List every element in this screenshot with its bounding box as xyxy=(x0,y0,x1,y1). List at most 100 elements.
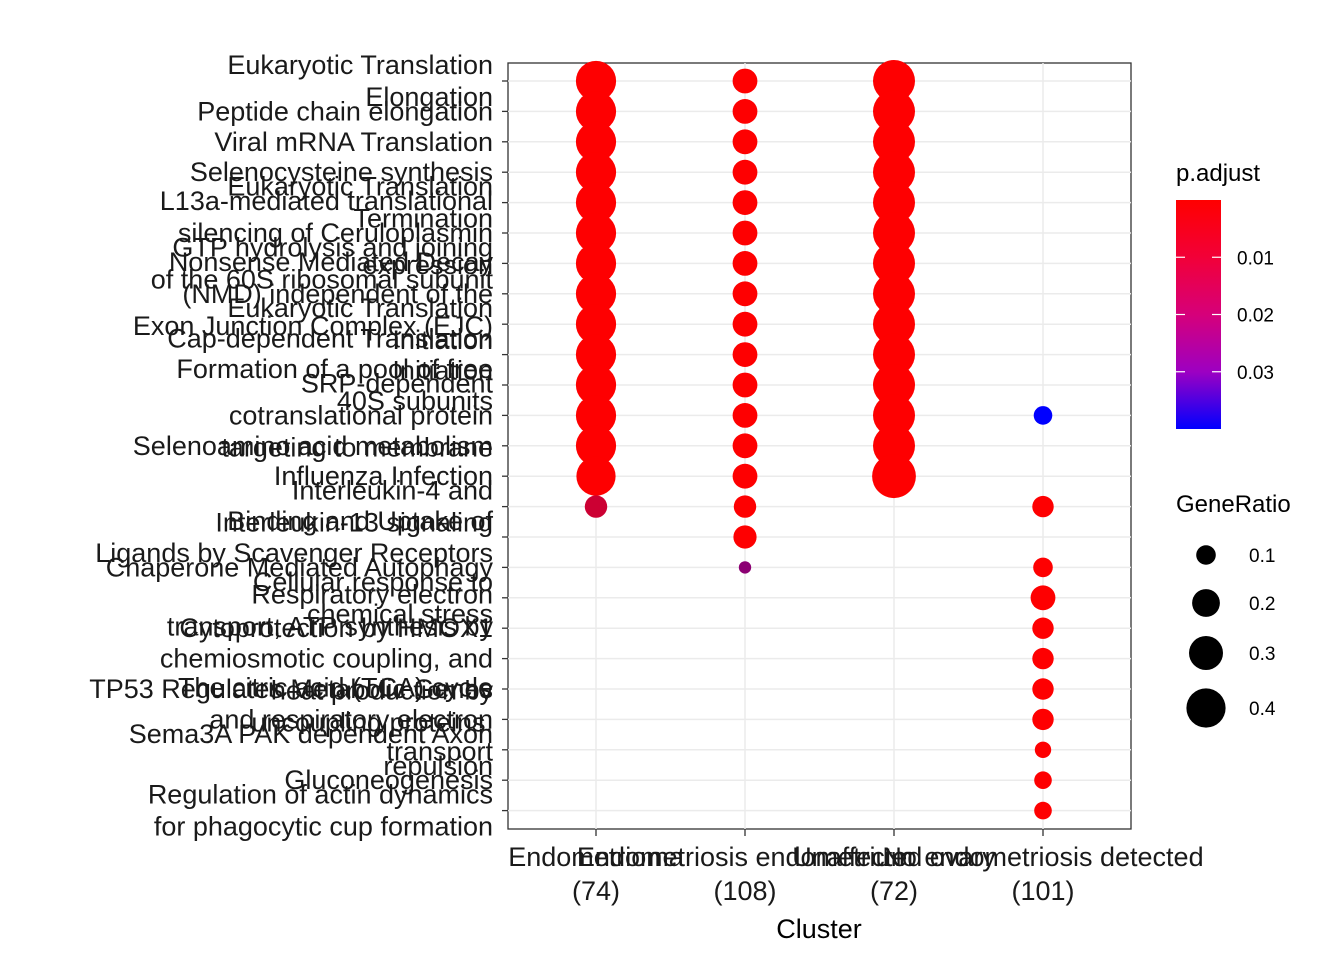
data-point xyxy=(732,342,758,367)
data-point xyxy=(575,425,617,466)
data-point xyxy=(575,273,617,314)
data-point xyxy=(732,251,758,276)
x-tick-label: No endometriosis detected xyxy=(882,842,1203,872)
data-point xyxy=(873,242,915,285)
data-point xyxy=(584,495,608,518)
x-axis-title: Cluster xyxy=(776,914,862,944)
data-point xyxy=(1034,771,1052,789)
y-tick-label: Nonsense Mediated Decay xyxy=(169,247,494,277)
y-tick-label: repulsion xyxy=(383,751,493,781)
data-point xyxy=(873,424,915,467)
data-point xyxy=(575,334,617,375)
data-point xyxy=(575,91,617,132)
data-point xyxy=(732,403,758,428)
y-tick-label: Respiratory electron xyxy=(251,580,493,610)
y-tick-label: Binding and Uptake of xyxy=(227,506,493,536)
y-tick-label: Selenocysteine synthesis xyxy=(190,157,493,187)
data-point xyxy=(872,454,916,499)
data-point xyxy=(873,181,915,224)
color-legend-label: 0.02 xyxy=(1237,306,1274,327)
x-tick-label: (74) xyxy=(572,876,620,906)
data-point xyxy=(1032,495,1054,518)
size-legend-key xyxy=(1192,589,1220,617)
data-point xyxy=(873,120,915,163)
data-point xyxy=(575,121,617,162)
x-tick-label: Endometrioma xyxy=(508,842,685,872)
data-point xyxy=(733,525,757,549)
data-point xyxy=(575,364,617,406)
y-tick-label: Formation of a pool of free xyxy=(176,354,493,384)
y-tick-label: Influenza Infection xyxy=(274,461,493,491)
color-legend-label: 0.01 xyxy=(1237,248,1274,269)
y-tick-label: transport, ATP synthesis by xyxy=(167,612,494,642)
data-point xyxy=(733,495,757,518)
x-axis-ticks: Endometrioma (74) Endometriosis endometriu… xyxy=(508,829,1204,906)
color-legend-title: p.adjust xyxy=(1176,160,1260,187)
size-legend-label: 0.3 xyxy=(1249,644,1275,665)
data-point xyxy=(575,60,617,102)
y-tick-label: 40S subunits xyxy=(337,386,493,416)
data-point xyxy=(732,220,758,246)
data-point xyxy=(732,159,758,185)
y-tick-label: Cytoprotection by HMOX1 xyxy=(179,613,493,643)
size-legend: GeneRatio 0.1 0.2 0.3 0.4 xyxy=(1176,491,1291,728)
data-point xyxy=(738,561,752,574)
y-tick-label: Regulation of actin dynamics xyxy=(148,780,493,810)
data-point xyxy=(873,60,915,102)
data-point xyxy=(576,456,616,496)
y-tick-label: Initiation xyxy=(392,356,493,386)
y-tick-label: uncoupling proteins. xyxy=(251,708,493,738)
y-tick-label: SRP-dependent xyxy=(301,368,494,398)
data-point xyxy=(1032,617,1054,639)
data-point xyxy=(1030,585,1056,611)
y-tick-label: Eukaryotic Translation xyxy=(227,293,493,323)
x-tick-label: (101) xyxy=(1011,876,1074,906)
data-point xyxy=(1033,406,1053,425)
size-legend-label: 0.4 xyxy=(1249,699,1276,720)
y-tick-label: Cellular response to xyxy=(253,567,493,597)
y-tick-label: chemiosmotic coupling, and xyxy=(160,644,493,674)
data-point xyxy=(873,364,915,406)
data-point xyxy=(732,433,758,459)
data-point xyxy=(1032,708,1054,731)
data-point xyxy=(575,243,617,284)
data-point xyxy=(873,272,915,315)
data-point xyxy=(732,190,758,216)
data-point xyxy=(732,281,758,307)
size-legend-title: GeneRatio xyxy=(1176,491,1291,518)
data-point xyxy=(873,151,915,194)
y-tick-label: Interleukin-13 signaling xyxy=(215,508,493,538)
y-tick-label: targeting to membrane xyxy=(221,432,493,462)
y-tick-label: TP53 Regulates Metabolic Genes xyxy=(89,674,493,704)
y-tick-label: Cap-dependent Translation xyxy=(167,324,493,354)
color-legend: p.adjust 0.01 0.02 0.03 xyxy=(1176,160,1274,429)
data-point xyxy=(1032,647,1054,670)
y-tick-label: heat production by xyxy=(271,676,494,706)
data-point xyxy=(873,394,915,437)
y-tick-label: silencing of Ceruloplasmin xyxy=(178,218,493,248)
y-tick-label: for phagocytic cup formation xyxy=(154,812,493,842)
data-point xyxy=(873,303,915,346)
y-tick-label: chemical stress xyxy=(307,599,493,629)
data-point xyxy=(732,68,758,94)
y-tick-label: Chaperone Mediated Autophagy xyxy=(106,552,494,582)
data-point xyxy=(732,99,758,124)
y-tick-label: and respiratory electron xyxy=(209,704,493,734)
x-tick-label: Unaffected ovary xyxy=(792,842,996,872)
y-tick-label: Termination xyxy=(353,204,493,234)
y-tick-label: Interleukin-4 and xyxy=(292,476,493,506)
data-point xyxy=(732,129,758,155)
data-point xyxy=(873,333,915,376)
y-tick-label: Gluconeogenesis xyxy=(284,765,493,795)
data-point xyxy=(732,372,758,398)
y-tick-label: The citric acid (TCA) cycle xyxy=(178,672,493,702)
size-legend-label: 0.2 xyxy=(1249,594,1275,615)
y-tick-label: L13a-mediated translational xyxy=(160,186,493,216)
y-tick-label: cotranslational protein xyxy=(229,400,493,430)
size-legend-key xyxy=(1189,636,1223,670)
x-tick-label: Endometriosis endometrium xyxy=(577,842,913,872)
data-point xyxy=(1034,801,1052,820)
y-tick-label: transport xyxy=(386,736,493,766)
size-legend-label: 0.1 xyxy=(1249,546,1275,567)
